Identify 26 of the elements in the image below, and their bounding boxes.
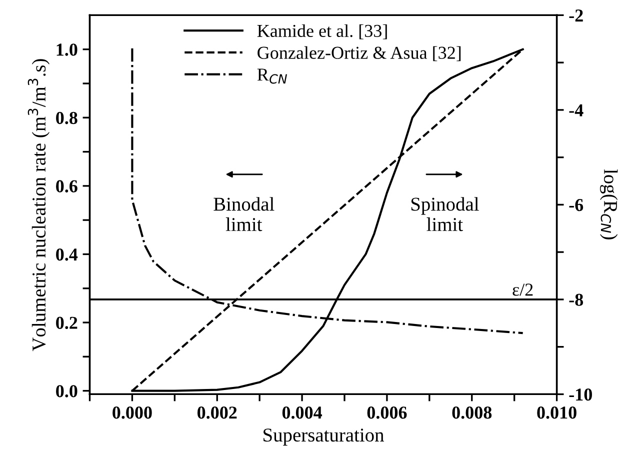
y-tick-label: 0.6 [56, 180, 78, 192]
x-tick-label: 0.008 [452, 406, 492, 419]
x-tick-label: 0.010 [537, 406, 576, 419]
x-tick-label: 0.000 [112, 406, 152, 419]
y-tick-label: 0.0 [56, 385, 78, 398]
y2-tick-label: -8 [569, 294, 584, 306]
y-tick-label: 0.2 [56, 316, 78, 330]
y-tick-label: 0.8 [56, 112, 78, 124]
y2-tick-label: -4 [569, 104, 584, 116]
y2-tick-label: -10 [569, 388, 592, 401]
x-axis-title: Supersaturation [264, 428, 384, 446]
y2-tick-label: -6 [569, 199, 584, 212]
y2-axis-title: log(R$_{CN}$) [600, 169, 618, 240]
y-axis-title: Volumetric nucleation rate (m$^{3}$/m$^{3}$.s) [28, 59, 50, 352]
annotation: Spinodal limit [411, 197, 479, 232]
ref-line-label: ε/2 [512, 284, 533, 296]
x-tick-label: 0.004 [282, 406, 322, 419]
legend-label: Kamide et al. [33] [257, 24, 387, 40]
x-tick-label: 0.006 [367, 406, 407, 419]
y-tick-label: 1.0 [56, 44, 78, 56]
y2-tick-label: -2 [569, 9, 583, 22]
y-tick-label: 0.4 [56, 248, 78, 261]
legend-label: Gonzalez-Ortiz & Asua [32] [258, 46, 461, 62]
annotation: Binodal limit [214, 197, 274, 232]
x-tick-label: 0.002 [197, 406, 237, 419]
legend-label: R$_{CN}$ [257, 68, 288, 84]
